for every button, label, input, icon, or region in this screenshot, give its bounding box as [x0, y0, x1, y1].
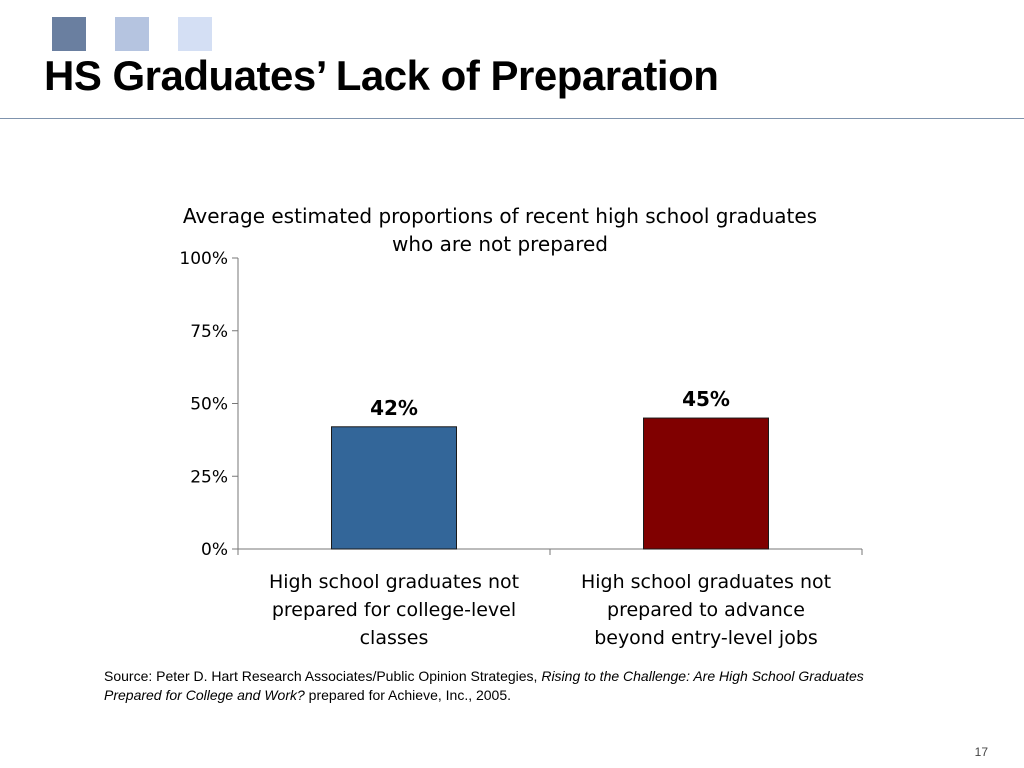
category-label: prepared for college-level: [272, 599, 516, 621]
slide-title: HS Graduates’ Lack of Preparation: [44, 52, 719, 99]
y-tick-label: 0%: [201, 540, 228, 560]
decor-square-2: [115, 17, 149, 51]
source-prefix: Source: Peter D. Hart Research Associate…: [104, 668, 542, 684]
chart-title: Average estimated proportions of recent …: [182, 204, 818, 256]
source-suffix: prepared for Achieve, Inc., 2005.: [304, 687, 512, 703]
data-label: 42%: [370, 396, 418, 420]
y-tick-label: 25%: [190, 467, 228, 487]
bar: [331, 426, 457, 550]
category-label: beyond entry-level jobs: [594, 627, 818, 649]
bar: [643, 417, 769, 550]
title-divider: [0, 118, 1024, 119]
y-tick-label: 100%: [179, 249, 228, 269]
decor-square-1: [52, 17, 86, 51]
source-report-title: Rising to the Challenge: Are High School…: [104, 668, 864, 703]
page-number: 17: [974, 745, 988, 759]
y-tick-label: 50%: [190, 395, 228, 415]
category-label: High school graduates not: [269, 571, 519, 593]
y-tick-label: 75%: [190, 322, 228, 342]
data-label: 45%: [682, 387, 730, 411]
category-label: High school graduates not: [581, 571, 831, 593]
decor-square-3: [178, 17, 212, 51]
category-label: classes: [360, 627, 429, 649]
source-citation: Source: Peter D. Hart Research Associate…: [104, 667, 904, 705]
category-label: prepared to advance: [607, 599, 805, 621]
